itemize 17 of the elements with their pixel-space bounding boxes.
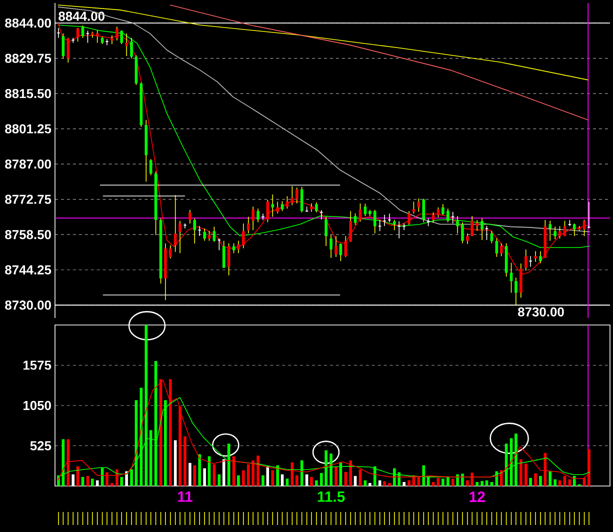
x-tick-label: 12 <box>470 492 485 502</box>
x-tick-label: 11 <box>178 492 192 502</box>
y-tick-label: 8758.50 <box>5 230 51 240</box>
y-tick-label: 8744.25 <box>5 265 52 274</box>
y-tick-label: 1575 <box>23 360 52 370</box>
y-tick-label: 8730.00 <box>5 300 51 310</box>
y-tick-label: 8815.50 <box>5 88 51 98</box>
y-tick-label: 525 <box>30 441 52 450</box>
y-tick-label: 8844.00 <box>5 18 51 28</box>
x-tick-label: 11.5 <box>318 492 345 502</box>
ref-line-label: 8730.00 <box>518 307 564 317</box>
y-tick-label: 8787.00 <box>5 159 51 169</box>
y-tick-label: 1050 <box>23 400 51 410</box>
y-tick-label: 8829.75 <box>5 54 52 63</box>
y-tick-label: 8772.75 <box>5 194 52 204</box>
y-tick-label: 8801.25 <box>5 124 52 134</box>
ref-line-label: 8844.00 <box>58 12 104 21</box>
